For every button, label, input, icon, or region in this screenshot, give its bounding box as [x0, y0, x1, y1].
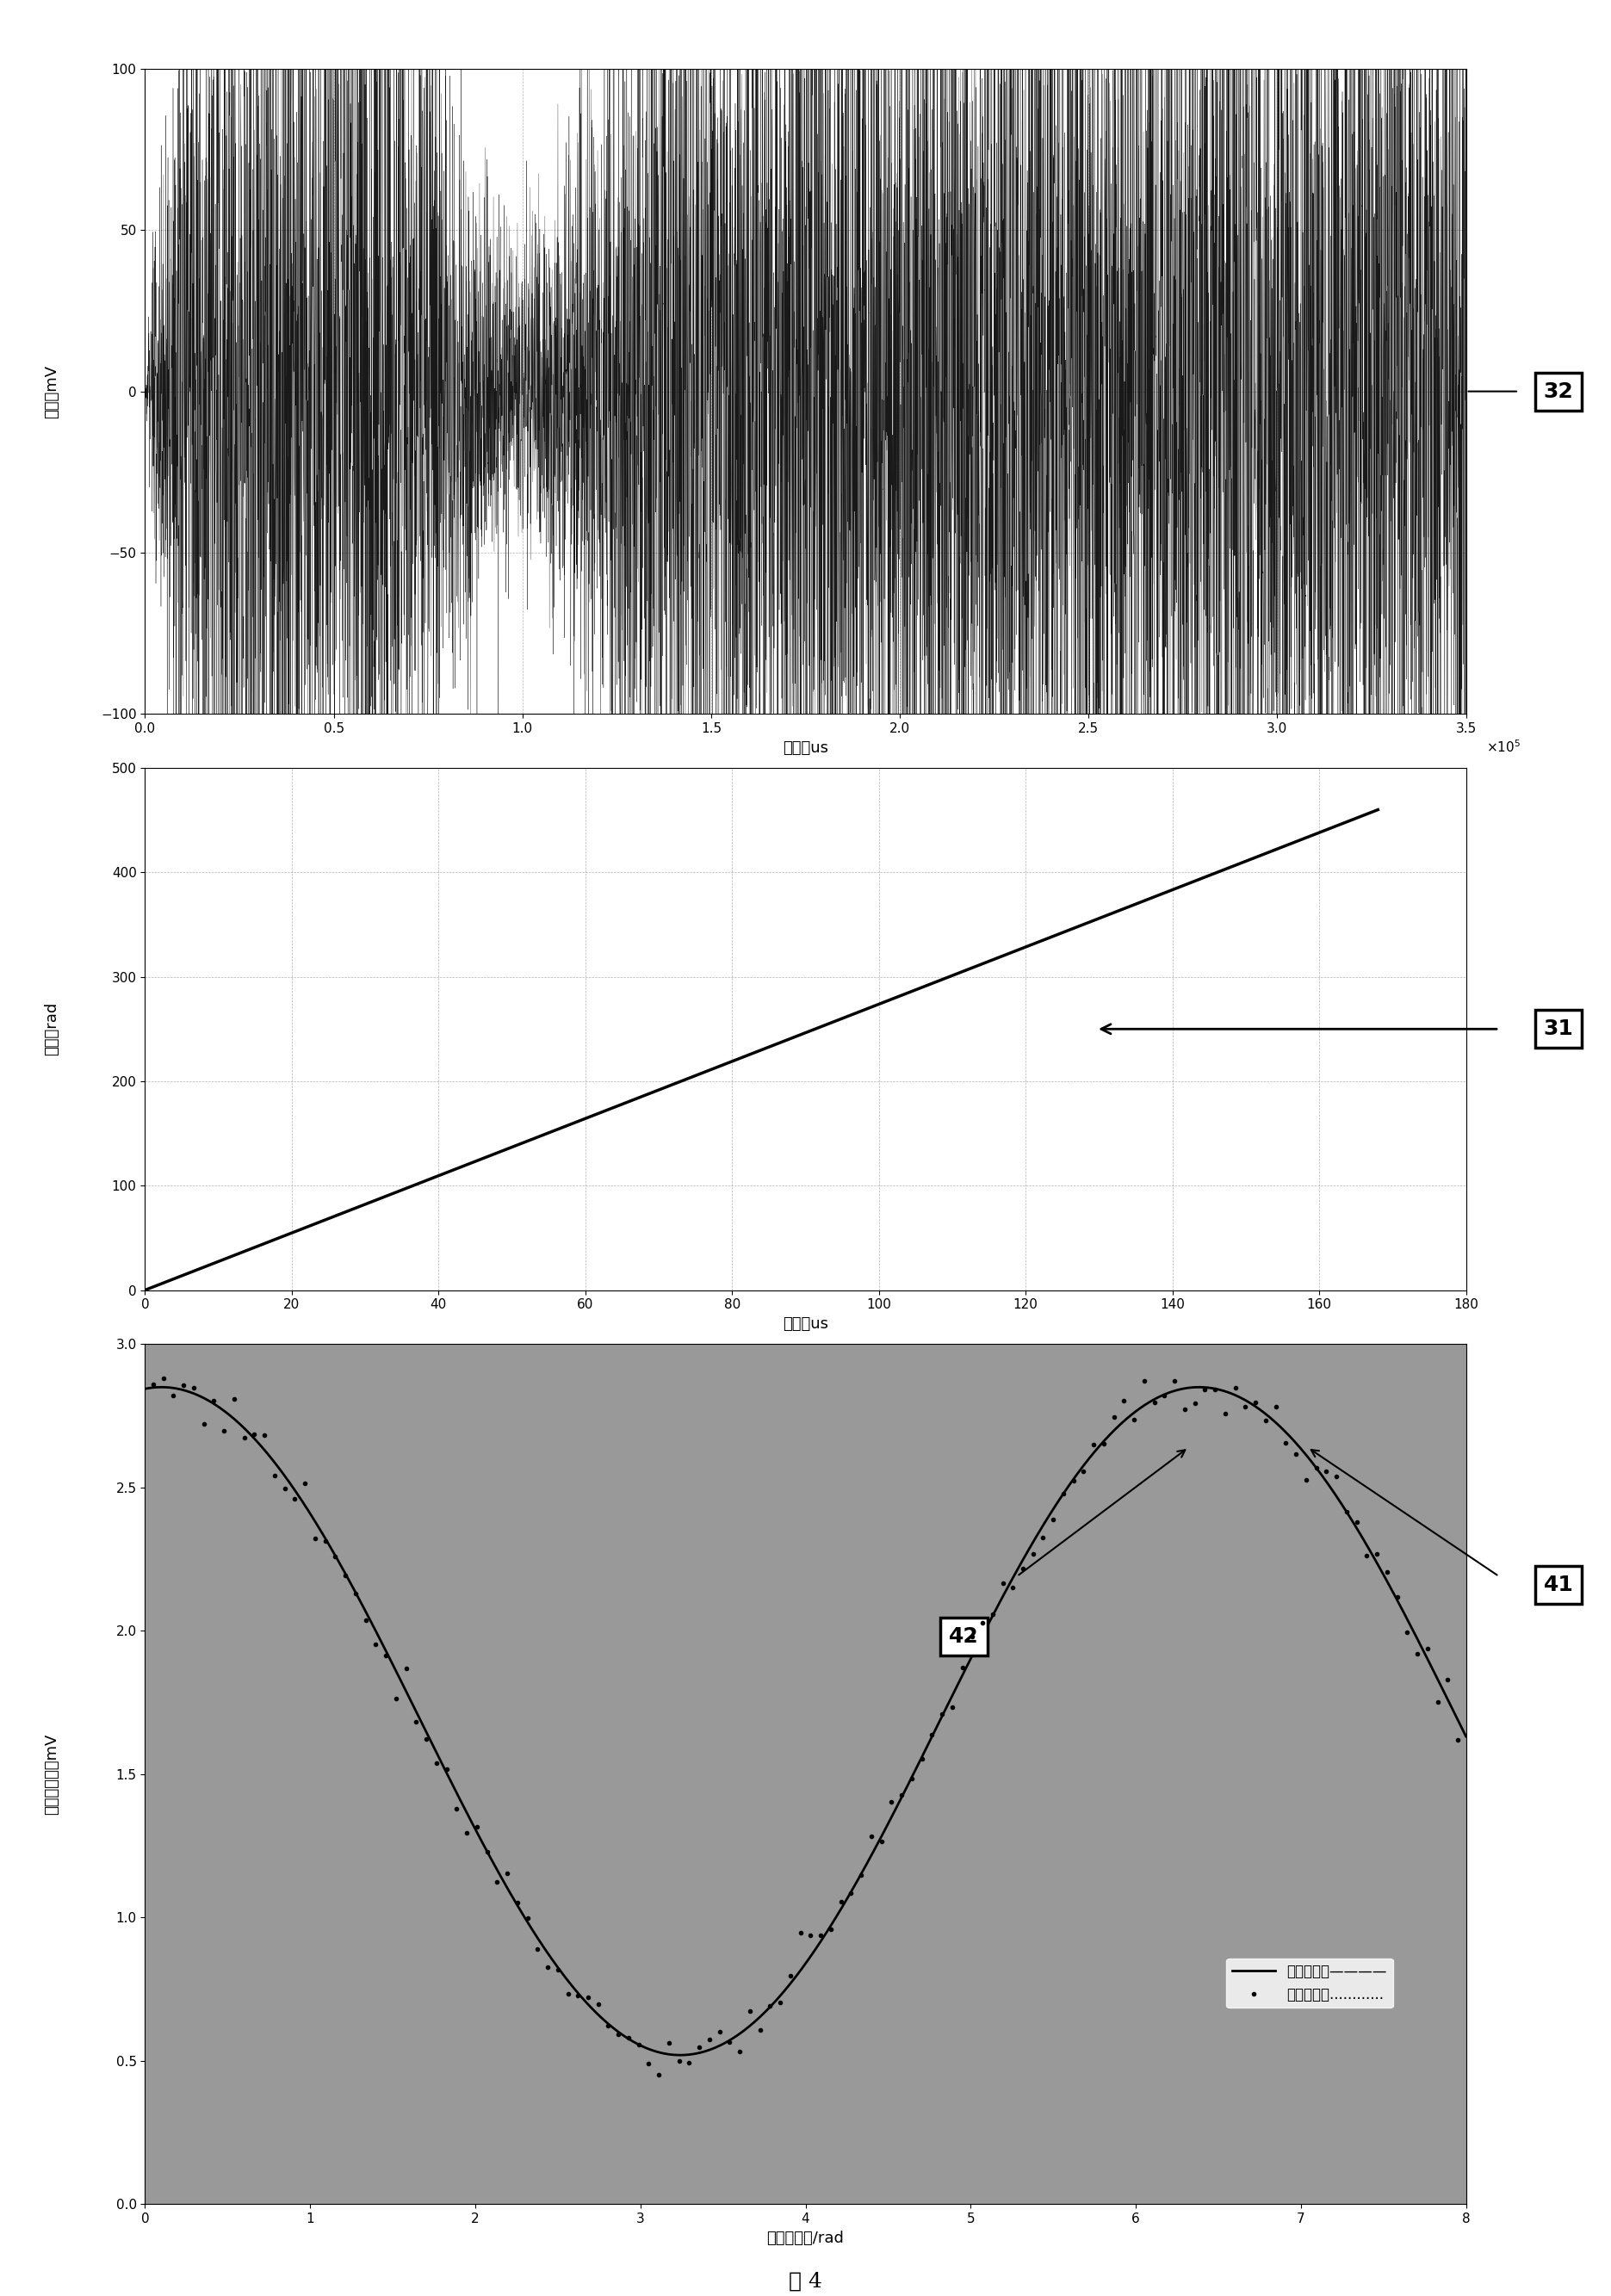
- 实测结果：............: [507, 1890, 527, 1917]
- Line: 实测结果：............: 实测结果：............: [150, 1375, 1461, 2078]
- Y-axis label: 相位：rad: 相位：rad: [43, 1003, 60, 1056]
- 拟和结果：————: [670, 2041, 690, 2069]
- Text: 41: 41: [1543, 1575, 1574, 1596]
- 实测结果：............: [1448, 1727, 1468, 1754]
- Text: 32: 32: [1543, 381, 1574, 402]
- 实测结果：............: [841, 1880, 860, 1908]
- 拟和结果：————: [271, 1456, 290, 1483]
- 拟和结果：————: [135, 1375, 155, 1403]
- 实测结果：............: [1023, 1541, 1042, 1568]
- 拟和结果：————: [1456, 1722, 1476, 1750]
- 实测结果：............: [143, 1371, 163, 1398]
- 拟和结果：————: [1044, 1495, 1063, 1522]
- X-axis label: 时间：us: 时间：us: [783, 739, 828, 755]
- X-axis label: 时间：us: 时间：us: [783, 1316, 828, 1332]
- 实测结果：............: [649, 2062, 669, 2089]
- X-axis label: 相位调制度/rad: 相位调制度/rad: [767, 2229, 844, 2245]
- 实测结果：............: [1124, 1405, 1144, 1433]
- Line: 拟和结果：————: 拟和结果：————: [145, 1387, 1466, 2055]
- Text: 图 3: 图 3: [789, 1446, 822, 1467]
- Text: 31: 31: [1543, 1019, 1574, 1040]
- Text: 42: 42: [949, 1626, 979, 1646]
- Text: $\times 10^5$: $\times 10^5$: [1485, 739, 1521, 755]
- 实测结果：............: [153, 1364, 172, 1391]
- 拟和结果：————: [1189, 1373, 1208, 1401]
- 实测结果：............: [1186, 1389, 1205, 1417]
- Y-axis label: 幅度：mV: 幅度：mV: [43, 365, 60, 418]
- 拟和结果：————: [719, 2027, 738, 2055]
- Y-axis label: 光强度，归一mV: 光强度，归一mV: [43, 1733, 60, 1814]
- Legend: 拟和结果：————, 实测结果：............: 拟和结果：————, 实测结果：............: [1226, 1958, 1394, 2007]
- 拟和结果：————: [670, 2041, 690, 2069]
- 拟和结果：————: [1192, 1373, 1211, 1401]
- 实测结果：............: [720, 2027, 739, 2055]
- Text: 图 4: 图 4: [789, 2271, 822, 2291]
- 拟和结果：————: [1166, 1378, 1186, 1405]
